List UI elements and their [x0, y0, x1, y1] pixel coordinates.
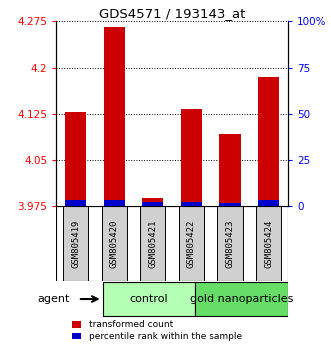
FancyBboxPatch shape	[179, 206, 204, 280]
Bar	[142, 198, 164, 206]
Bar	[65, 112, 86, 206]
Legend: transformed count, percentile rank within the sample: transformed count, percentile rank withi…	[72, 320, 242, 341]
FancyBboxPatch shape	[63, 206, 88, 280]
FancyBboxPatch shape	[102, 206, 127, 280]
Text: GSM805421: GSM805421	[148, 219, 157, 268]
Bar	[181, 202, 202, 206]
FancyBboxPatch shape	[140, 206, 166, 280]
Text: GSM805422: GSM805422	[187, 219, 196, 268]
Bar	[104, 200, 125, 206]
Title: GDS4571 / 193143_at: GDS4571 / 193143_at	[99, 7, 245, 20]
Bar	[219, 203, 241, 206]
Bar	[258, 200, 279, 206]
Text: GSM805424: GSM805424	[264, 219, 273, 268]
FancyBboxPatch shape	[256, 206, 281, 280]
FancyBboxPatch shape	[217, 206, 243, 280]
Text: agent: agent	[38, 294, 70, 304]
FancyBboxPatch shape	[103, 282, 195, 316]
Bar	[258, 77, 279, 206]
Text: GSM805419: GSM805419	[71, 219, 80, 268]
Bar	[104, 27, 125, 206]
Bar	[219, 133, 241, 206]
Text: gold nanoparticles: gold nanoparticles	[190, 294, 293, 304]
Bar	[65, 200, 86, 206]
Bar	[142, 202, 164, 206]
Text: control: control	[130, 294, 168, 304]
Text: GSM805420: GSM805420	[110, 219, 119, 268]
Text: GSM805423: GSM805423	[225, 219, 235, 268]
FancyBboxPatch shape	[195, 282, 288, 316]
Bar	[181, 109, 202, 206]
